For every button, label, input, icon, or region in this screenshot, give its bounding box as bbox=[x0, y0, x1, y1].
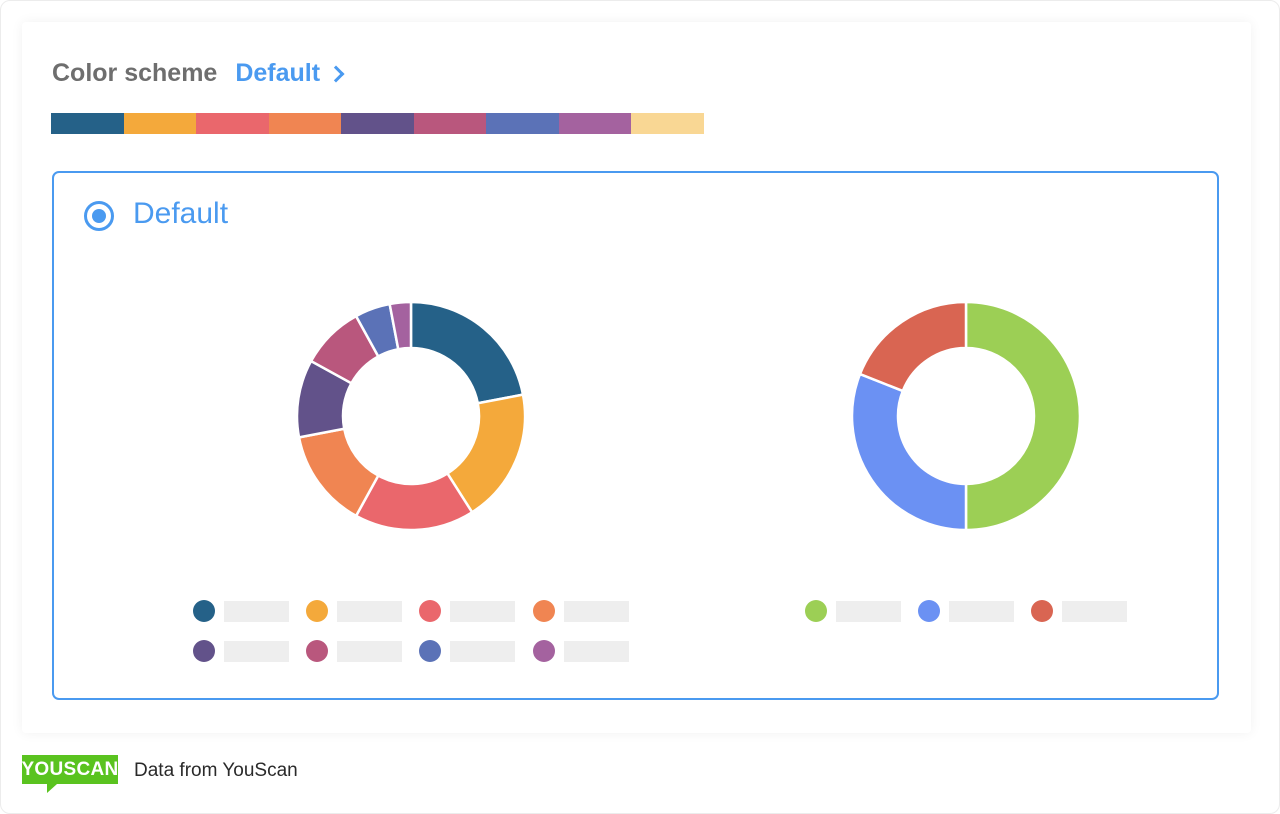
scheme-option-label: Default bbox=[133, 197, 229, 230]
legend-item bbox=[805, 600, 901, 622]
palette-swatches bbox=[51, 113, 704, 134]
palette-swatch bbox=[196, 113, 269, 134]
scheme-option-default[interactable]: Default bbox=[52, 171, 1219, 700]
legend-dot-icon bbox=[533, 600, 555, 622]
legend-label-placeholder bbox=[337, 600, 402, 622]
legend-item bbox=[1031, 600, 1127, 622]
legend-dot-icon bbox=[193, 640, 215, 662]
palette-swatch bbox=[341, 113, 414, 134]
legend-label-placeholder bbox=[450, 600, 515, 622]
logo-text: YOUSCAN bbox=[21, 758, 119, 780]
donut-slice[interactable] bbox=[964, 300, 1082, 532]
legend-item bbox=[193, 640, 289, 662]
color-scheme-label: Color scheme bbox=[52, 59, 218, 87]
palette-swatch bbox=[123, 113, 196, 134]
palette-swatch bbox=[631, 113, 704, 134]
legend-item bbox=[533, 600, 629, 622]
donut-slice[interactable] bbox=[850, 372, 968, 532]
donut-slice[interactable] bbox=[409, 300, 525, 405]
legend-dot-icon bbox=[1031, 600, 1053, 622]
legend-item bbox=[419, 640, 515, 662]
radio-selected-icon[interactable] bbox=[84, 201, 114, 231]
legend-label-placeholder bbox=[949, 600, 1014, 622]
legend-dot-icon bbox=[193, 600, 215, 622]
legend-dot-icon bbox=[918, 600, 940, 622]
chevron-right-icon bbox=[327, 65, 345, 82]
legend-label-placeholder bbox=[450, 640, 515, 662]
legend-dot-icon bbox=[805, 600, 827, 622]
data-credit: Data from YouScan bbox=[134, 760, 298, 781]
legend-item bbox=[533, 640, 629, 662]
legend-dot-icon bbox=[419, 600, 441, 622]
legend-dot-icon bbox=[419, 640, 441, 662]
legend-item bbox=[306, 600, 402, 622]
legend-dot-icon bbox=[533, 640, 555, 662]
donut-slice[interactable] bbox=[858, 300, 968, 393]
legend-item bbox=[306, 640, 402, 662]
palette-swatch bbox=[268, 113, 341, 134]
color-scheme-selector[interactable]: Default bbox=[235, 59, 345, 88]
color-scheme-value: Default bbox=[235, 59, 321, 87]
legend-label-placeholder bbox=[564, 600, 629, 622]
donut-slice[interactable] bbox=[388, 300, 413, 351]
legend-item bbox=[193, 600, 289, 622]
palette-swatch bbox=[51, 113, 124, 134]
palette-swatch bbox=[413, 113, 486, 134]
legend-label-placeholder bbox=[1062, 600, 1127, 622]
legend-label-placeholder bbox=[836, 600, 901, 622]
color-scheme-header: Color scheme Default bbox=[52, 59, 345, 88]
palette-swatch bbox=[486, 113, 559, 134]
donut-chart-right bbox=[850, 300, 1082, 532]
legend-item bbox=[419, 600, 515, 622]
legend-label-placeholder bbox=[224, 600, 289, 622]
youscan-logo: YOUSCAN bbox=[21, 755, 119, 793]
donut-chart-left bbox=[295, 300, 527, 532]
palette-swatch bbox=[558, 113, 631, 134]
legend-label-placeholder bbox=[337, 640, 402, 662]
legend-item bbox=[918, 600, 1014, 622]
legend-label-placeholder bbox=[224, 640, 289, 662]
legend-dot-icon bbox=[306, 600, 328, 622]
legend-dot-icon bbox=[306, 640, 328, 662]
legend-label-placeholder bbox=[564, 640, 629, 662]
